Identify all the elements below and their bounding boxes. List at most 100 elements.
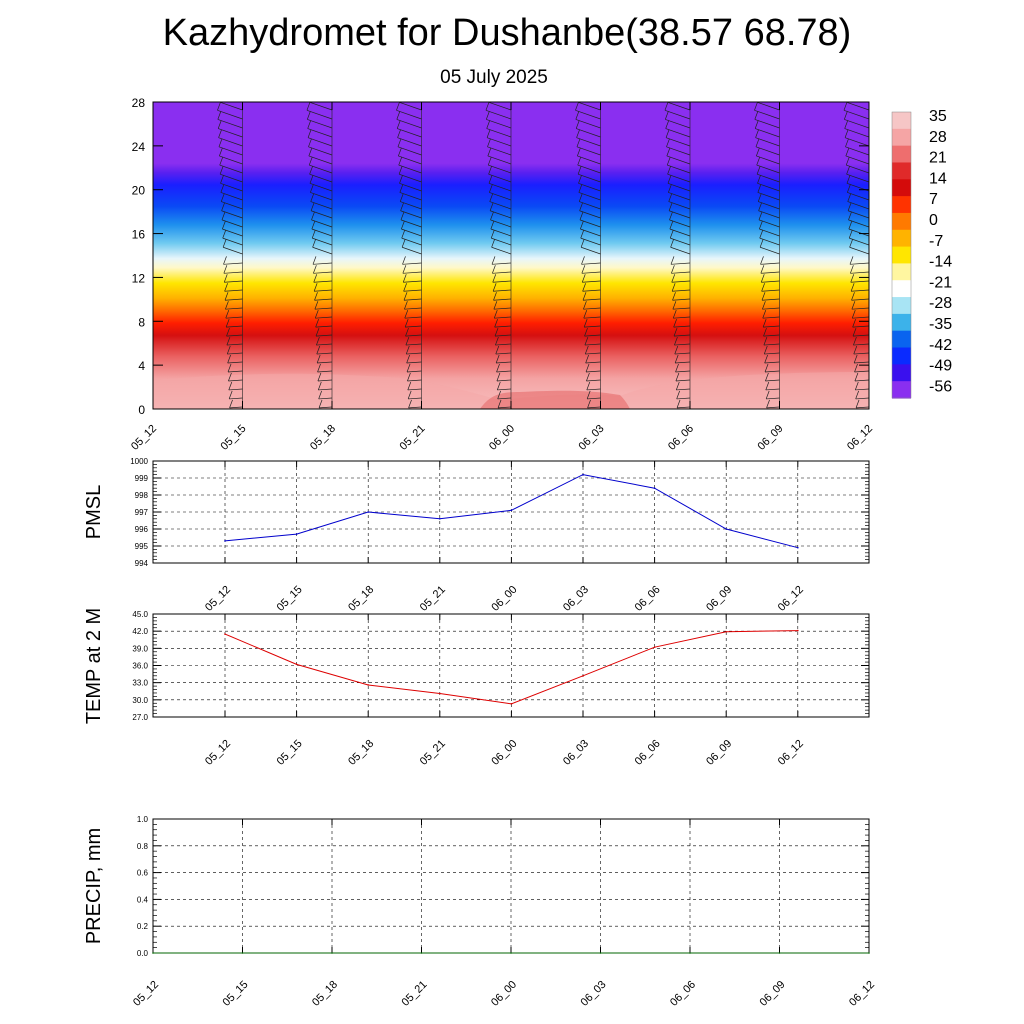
wind-barb bbox=[676, 388, 691, 391]
x-tick-label: 06_12 bbox=[845, 423, 875, 453]
wind-barb-feather bbox=[488, 166, 492, 175]
y-tick-label: 995 bbox=[135, 542, 149, 551]
wind-barb-feather bbox=[584, 336, 589, 346]
wind-barb bbox=[761, 289, 780, 292]
wind-barb bbox=[405, 343, 422, 346]
wind-barb-feather bbox=[396, 111, 401, 120]
wind-barb bbox=[765, 370, 780, 373]
wind-barb bbox=[315, 325, 333, 328]
wind-barb-feather bbox=[848, 230, 853, 239]
data-point bbox=[367, 684, 370, 686]
wind-barb bbox=[404, 307, 422, 310]
wind-barb bbox=[153, 353, 154, 354]
x-tick-label: 06_03 bbox=[577, 423, 607, 453]
wind-barb bbox=[218, 128, 243, 138]
wind-barb-feather bbox=[853, 354, 858, 364]
cross-section-y-axis: 0 4 8 12 16 20 24 28 bbox=[132, 96, 869, 417]
wind-barb bbox=[665, 128, 691, 138]
colorbar-swatch bbox=[892, 280, 911, 298]
wind-barb bbox=[307, 128, 333, 138]
wind-barb-feather bbox=[757, 175, 761, 184]
temp-series bbox=[224, 629, 799, 705]
wind-barb-feather bbox=[309, 166, 313, 175]
wind-barb-feather bbox=[852, 319, 856, 328]
wind-barb-feather bbox=[848, 211, 852, 220]
y-tick-label: 997 bbox=[135, 508, 149, 517]
wind-barb-feather bbox=[492, 283, 497, 292]
wind-barb bbox=[153, 335, 154, 336]
wind-barb-feather bbox=[315, 327, 320, 337]
temp-y-label: TEMP at 2 M bbox=[83, 608, 105, 724]
wind-barb-feather bbox=[754, 120, 759, 129]
wind-barb-feather bbox=[223, 265, 228, 274]
wind-barb-feather bbox=[758, 211, 763, 220]
wind-barb bbox=[586, 370, 601, 373]
wind-barb bbox=[487, 146, 512, 156]
wind-barb-feather bbox=[846, 166, 850, 175]
wind-barb bbox=[493, 307, 512, 310]
wind-barb-feather bbox=[587, 399, 591, 409]
wind-barb-feather bbox=[577, 147, 581, 157]
wind-barb-feather bbox=[403, 283, 407, 292]
wind-barb-feather bbox=[672, 292, 676, 301]
wind-barb-feather bbox=[578, 175, 582, 184]
precip-panel: 0.0 0.2 0.4 0.6 0.8 1.0 05_12 05_15 05_18 05_21 06… bbox=[83, 815, 877, 1009]
wind-barb-feather bbox=[400, 211, 405, 220]
wind-barb bbox=[851, 289, 869, 292]
wind-barb-feather bbox=[136, 292, 139, 300]
wind-barb bbox=[667, 164, 691, 174]
wind-barb-feather bbox=[401, 239, 406, 248]
wind-barb-feather bbox=[399, 184, 404, 193]
wind-barb-feather bbox=[403, 292, 408, 301]
data-point bbox=[420, 952, 423, 954]
wind-barb-feather bbox=[220, 175, 224, 184]
precip-y-label: PRECIP, mm bbox=[83, 828, 105, 944]
wind-barb-feather bbox=[405, 336, 410, 346]
wind-barb-feather bbox=[668, 184, 672, 193]
data-point bbox=[725, 528, 727, 530]
wind-barb-feather bbox=[404, 301, 408, 310]
wind-barb-feather bbox=[665, 129, 670, 138]
wind-barb-feather bbox=[489, 193, 494, 202]
wind-barb-feather bbox=[761, 283, 765, 292]
wind-barb-feather bbox=[217, 120, 222, 129]
wind-barb bbox=[844, 137, 869, 147]
wind-barb-feather bbox=[218, 129, 222, 138]
y-tick-label: 28 bbox=[132, 96, 146, 110]
wind-barb bbox=[225, 316, 243, 319]
wind-barb bbox=[217, 109, 243, 120]
wind-barb-feather bbox=[855, 390, 859, 400]
wind-barb-feather bbox=[496, 381, 501, 391]
wind-barb-feather bbox=[406, 363, 411, 373]
wind-barb-feather bbox=[576, 138, 581, 147]
wind-barb-feather bbox=[577, 166, 582, 175]
wind-barb-feather bbox=[756, 166, 761, 175]
wind-barb bbox=[224, 289, 243, 292]
wind-barb-feather bbox=[578, 193, 583, 202]
wind-barb-feather bbox=[845, 156, 850, 166]
wind-barb-feather bbox=[755, 129, 759, 138]
wind-barb-feather bbox=[396, 102, 400, 111]
wind-barb-feather bbox=[668, 193, 673, 202]
wind-barb bbox=[586, 388, 601, 391]
wind-barb-feather bbox=[221, 202, 225, 211]
wind-barb bbox=[224, 298, 243, 301]
wind-barb bbox=[495, 343, 512, 346]
wind-barb-feather bbox=[138, 346, 141, 354]
pmsl-panel: 994 995 996 997 998 999 1000 05_12 05_15 05_18 05_… bbox=[83, 457, 870, 614]
wind-barb-feather bbox=[224, 292, 229, 301]
wind-barb bbox=[228, 379, 243, 382]
wind-barb-feather bbox=[309, 175, 314, 184]
wind-barb-feather bbox=[307, 129, 312, 138]
wind-barb bbox=[855, 388, 869, 391]
data-point bbox=[797, 629, 799, 632]
wind-barb bbox=[755, 128, 780, 138]
colorbar-swatch bbox=[892, 162, 911, 180]
x-tick-label: 06_03 bbox=[561, 738, 591, 768]
wind-barb-feather bbox=[128, 93, 131, 101]
data-point bbox=[224, 540, 226, 542]
y-tick-label: 0.2 bbox=[137, 922, 149, 931]
wind-barb bbox=[308, 155, 333, 165]
wind-barb bbox=[675, 370, 691, 373]
wind-barb-feather bbox=[407, 372, 411, 382]
